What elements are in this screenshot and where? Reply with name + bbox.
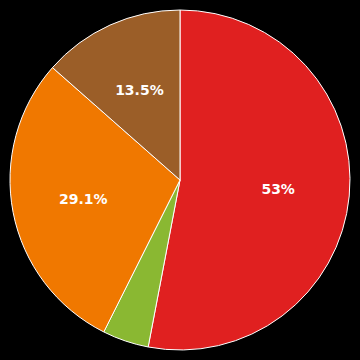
svg-text:13.5%: 13.5% (115, 82, 164, 98)
svg-text:29.1%: 29.1% (59, 191, 108, 207)
svg-text:53%: 53% (261, 181, 295, 197)
